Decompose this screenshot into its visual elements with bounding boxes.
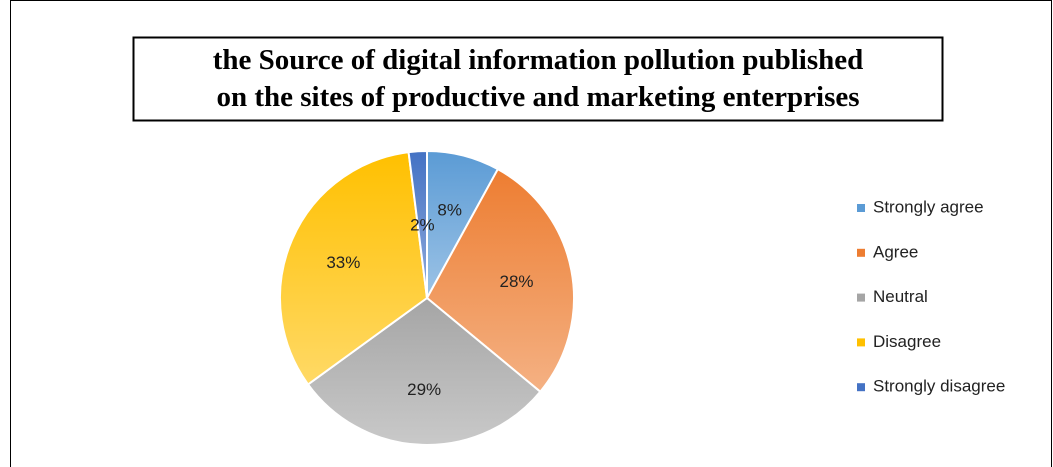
pie-slice <box>279 151 429 386</box>
legend-swatch <box>857 383 865 392</box>
data-label: 8% <box>437 201 462 220</box>
chart-title: on the sites of productive and marketing… <box>216 81 859 113</box>
data-label: 2% <box>410 216 435 235</box>
legend-swatch <box>857 248 865 257</box>
legend-swatch <box>857 338 865 347</box>
data-label: 29% <box>407 380 441 399</box>
legend-label: Neutral <box>873 287 928 306</box>
legend-swatch <box>857 204 865 212</box>
pie-slice <box>306 296 542 446</box>
legend-label: Strongly agree <box>873 197 984 216</box>
data-label: 33% <box>326 253 360 272</box>
legend-swatch <box>857 293 865 302</box>
legend-label: Strongly disagree <box>873 377 1005 396</box>
pie-slice <box>407 149 428 299</box>
data-label: 28% <box>500 272 534 291</box>
pie-slice <box>425 167 575 394</box>
title-box <box>132 36 944 122</box>
legend-label: Disagree <box>873 332 941 351</box>
legend-label: Agree <box>873 242 918 261</box>
chart-title: the Source of digital information pollut… <box>213 44 863 76</box>
